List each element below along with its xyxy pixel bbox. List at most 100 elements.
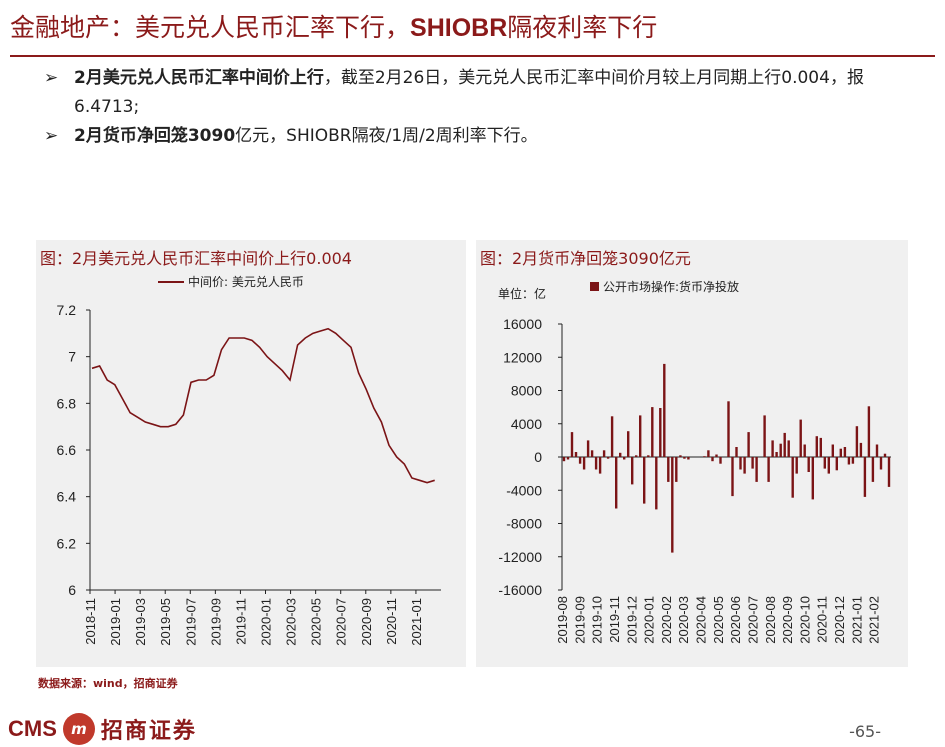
net-injection-bar: [610, 416, 614, 457]
fx-chart-legend: 中间价: 美元兑人民币: [158, 273, 304, 290]
net-injection-bar: [847, 457, 851, 465]
net-injection-bar: [663, 363, 666, 457]
bullet-item: ➢ 2月美元兑人民币汇率中间价上行，截至2月26日，美元兑人民币汇率中间价月较上…: [44, 64, 914, 122]
net-injection-bar: [627, 431, 630, 457]
net-injection-bar: [570, 432, 574, 457]
liquidity-chart-panel: [476, 240, 908, 667]
page-title-suffix: 隔夜利率下行: [507, 13, 658, 42]
legend-line-icon: [158, 280, 184, 283]
net-injection-bar: [815, 436, 818, 457]
net-injection-bar: [795, 457, 798, 474]
arrow-bullet-icon: ➢: [44, 68, 59, 88]
net-injection-bar: [731, 457, 734, 497]
legend-swatch-icon: [590, 282, 599, 291]
net-injection-bar: [843, 447, 847, 457]
x-tick-label: 2021-01: [849, 596, 864, 644]
net-injection-bar: [867, 406, 871, 457]
x-tick-label: 2020-06: [728, 596, 743, 644]
net-injection-bar: [602, 450, 606, 457]
bullet-list: ➢ 2月美元兑人民币汇率中间价上行，截至2月26日，美元兑人民币汇率中间价月较上…: [44, 64, 914, 151]
y-tick-label: 7.2: [57, 302, 77, 318]
net-injection-bar: [643, 457, 646, 504]
company-logo: CMS m 招商证券: [8, 713, 197, 745]
net-injection-bar: [863, 457, 867, 497]
x-tick-label: 2020-08: [763, 596, 778, 644]
page-title: 金融地产：美元兑人民币汇率下行，SHIOBR隔夜利率下行: [10, 8, 657, 44]
y-tick-label: -16000: [498, 582, 542, 598]
net-injection-bar: [791, 457, 794, 498]
x-tick-label: 2020-04: [694, 596, 709, 644]
fx-rate-series-line: [91, 327, 435, 484]
bullet-item: ➢ 2月货币净回笼3090亿元，SHIOBR隔夜/1周/2周利率下行。: [44, 122, 914, 151]
x-tick-label: 2020-09: [359, 598, 374, 646]
net-injection-bar: [839, 448, 842, 457]
logo-mark-icon: m: [62, 713, 95, 745]
x-tick-label: 2019-12: [624, 596, 639, 644]
net-injection-bar: [566, 457, 570, 460]
x-tick-label: 2020-03: [284, 598, 299, 646]
bullet-bold-text: 2月货币净回笼3090: [74, 126, 236, 146]
net-injection-bar: [715, 454, 718, 457]
y-tick-label: 16000: [503, 316, 542, 332]
y-tick-label: 6.4: [57, 489, 77, 505]
net-injection-bar: [615, 457, 618, 509]
liquidity-bar-chart: 16000 12000 8000 4000 0 -4000 -8000 -12000 -1600…: [498, 316, 891, 644]
y-tick-label: 0: [534, 449, 542, 465]
unit-label: 单位：亿: [498, 287, 547, 301]
net-injection-bar: [783, 432, 786, 457]
logo-cn-text: 招商证券: [100, 719, 197, 744]
net-injection-bar: [811, 457, 814, 500]
net-injection-bar: [763, 415, 766, 457]
page-title-prefix: 金融地产：美元兑人民币汇率下行，: [10, 13, 411, 42]
net-injection-bar: [623, 457, 626, 460]
net-injection-bar: [647, 455, 650, 457]
net-injection-bar: [703, 456, 706, 457]
net-injection-bar: [755, 457, 758, 482]
x-tick-label: 2020-11: [384, 598, 399, 645]
bullet-bold-text: 2月美元兑人民币汇率中间价上行: [74, 68, 324, 88]
net-injection-bar: [727, 401, 730, 457]
net-injection-bar: [659, 408, 662, 457]
net-injection-bar: [771, 440, 774, 457]
y-tick-label: 7: [68, 349, 76, 365]
net-injection-bar: [582, 457, 586, 470]
x-tick-label: 2019-09: [572, 596, 587, 644]
data-source-note: 数据来源：wind，招商证券: [38, 677, 178, 690]
y-tick-label: 12000: [503, 349, 542, 365]
x-tick-label: 2020-03: [676, 596, 691, 644]
y-tick-label: 4000: [511, 416, 542, 432]
net-injection-bar: [823, 457, 826, 469]
bullet-text: ，截至2月26日，美元兑人民币汇率中间价月较上月同期上行0.004，报6.471…: [74, 68, 864, 117]
net-injection-bar: [651, 407, 654, 457]
net-injection-bar: [719, 457, 722, 464]
net-injection-bar: [767, 457, 770, 482]
net-injection-bar: [859, 442, 863, 457]
y-tick-label: 6.8: [57, 395, 77, 411]
net-injection-bar: [819, 437, 822, 457]
x-tick-label: 2018-11: [83, 598, 98, 645]
net-injection-bar: [807, 457, 810, 472]
net-injection-bar: [831, 444, 834, 457]
net-injection-bar: [751, 457, 754, 469]
net-injection-bar: [687, 457, 690, 460]
net-injection-bar: [827, 457, 830, 474]
net-injection-bar: [875, 444, 879, 457]
net-injection-bar: [739, 457, 742, 470]
net-injection-bar: [671, 457, 674, 553]
bullet-text: 亿元，SHIOBR隔夜/1周/2周利率下行。: [235, 126, 538, 146]
x-tick-label: 2020-12: [832, 596, 847, 644]
x-tick-label: 2020-11: [815, 596, 830, 643]
x-tick-label: 2020-02: [659, 596, 674, 644]
x-tick-label: 2020-07: [745, 596, 760, 644]
x-tick-label: 2019-05: [158, 598, 173, 646]
net-injection-bar: [775, 452, 778, 457]
net-injection-bar: [590, 450, 594, 457]
liquidity-chart-legend: 公开市场操作:货币净投放: [590, 278, 739, 295]
fx-chart-title: 图：2月美元兑人民币汇率中间价上行0.004: [40, 249, 352, 268]
y-tick-label: -8000: [506, 516, 542, 532]
x-tick-label: 2020-01: [259, 598, 274, 646]
x-tick-label: 2019-09: [208, 598, 223, 646]
net-injection-bar: [711, 457, 714, 462]
x-tick-label: 2019-11: [233, 598, 248, 645]
net-injection-bar: [594, 457, 598, 470]
